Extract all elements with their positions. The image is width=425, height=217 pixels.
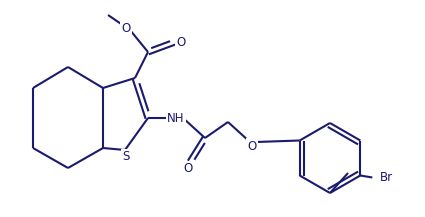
Text: NH: NH (167, 112, 185, 125)
Text: O: O (183, 163, 193, 176)
Text: S: S (122, 151, 130, 163)
Text: O: O (247, 140, 257, 153)
Text: Br: Br (380, 171, 394, 184)
Text: O: O (176, 36, 186, 49)
Text: O: O (122, 21, 130, 35)
